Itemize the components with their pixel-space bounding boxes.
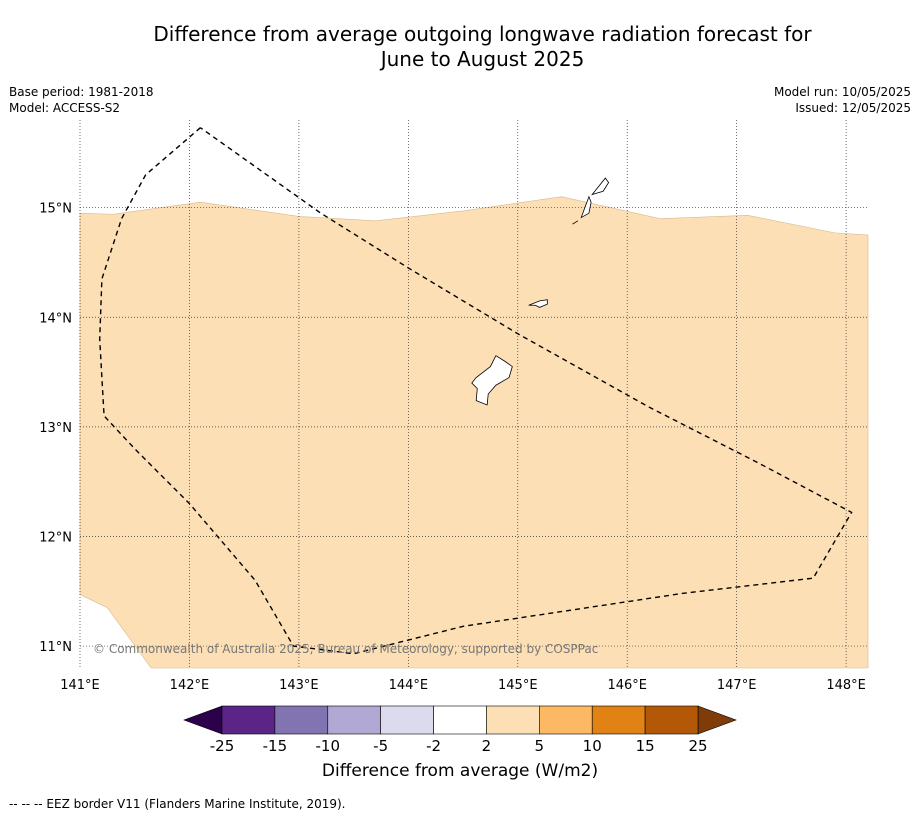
colorbar-tick-label: 10 bbox=[583, 737, 602, 755]
issued-text: Issued: 12/05/2025 bbox=[795, 101, 911, 115]
base-period-text: Base period: 1981-2018 bbox=[9, 85, 154, 99]
colorbar-segment bbox=[221, 705, 276, 735]
island-0 bbox=[471, 355, 513, 406]
island-1 bbox=[528, 299, 548, 308]
lat-tick-label: 12°N bbox=[39, 530, 72, 545]
eez-border-line bbox=[98, 127, 853, 655]
anomaly-fill-region bbox=[79, 196, 869, 669]
lon-tick-label: 145°E bbox=[498, 678, 538, 693]
model-run-text: Model run: 10/05/2025 bbox=[773, 85, 911, 99]
map: 141°E 142°E 143°E 144°E 145°E 146°E 147°E 148°E… bbox=[39, 120, 869, 755]
chart-title: Difference from average outgoing longwav… bbox=[100, 22, 865, 72]
title-line-2: June to August 2025 bbox=[380, 47, 585, 71]
island-4 bbox=[591, 177, 610, 196]
lat-tick-label: 15°N bbox=[39, 202, 72, 217]
eez-border-legend: -- -- -- EEZ border V11 (Flanders Marine… bbox=[9, 797, 346, 811]
colorbar-tick-label: -25 bbox=[210, 737, 235, 755]
colorbar-segment bbox=[539, 705, 593, 735]
colorbar-segment bbox=[380, 705, 434, 735]
island-2 bbox=[580, 195, 592, 219]
lon-tick-label: 141°E bbox=[60, 678, 100, 693]
colorbar-tick-label: 2 bbox=[482, 737, 492, 755]
lon-tick-label: 144°E bbox=[389, 678, 429, 693]
colorbar-label: Difference from average (W/m2) bbox=[321, 761, 599, 781]
meta-right: Model run: 10/05/2025 Issued: 12/05/2025 bbox=[774, 84, 911, 116]
colorbar-segment bbox=[486, 705, 540, 735]
colorbar-tick-label: 5 bbox=[535, 737, 545, 755]
lat-tick-label: 11°N bbox=[39, 640, 72, 655]
colorbar-tick-label: 15 bbox=[636, 737, 655, 755]
colorbar-segment bbox=[274, 705, 329, 735]
colorbar-extend-high bbox=[697, 705, 737, 735]
colorbar-segment bbox=[591, 705, 646, 735]
colorbar-segment bbox=[644, 705, 699, 735]
colorbar-tick-label: -2 bbox=[426, 737, 441, 755]
lon-tick-label: 147°E bbox=[717, 678, 757, 693]
lon-tick-label: 148°E bbox=[826, 678, 866, 693]
lat-tick-label: 14°N bbox=[39, 311, 72, 326]
lat-tick-label: 13°N bbox=[39, 421, 72, 436]
meta-left: Base period: 1981-2018 Model: ACCESS-S2 bbox=[9, 84, 154, 116]
colorbar-segment bbox=[327, 705, 381, 735]
copyright-text: © Commonwealth of Australia 2025, Bureau… bbox=[93, 642, 598, 656]
colorbar-segment bbox=[433, 705, 487, 735]
lon-tick-label: 142°E bbox=[170, 678, 210, 693]
colorbar-tick-label: -5 bbox=[373, 737, 388, 755]
lon-tick-label: 146°E bbox=[607, 678, 647, 693]
colorbar-tick-label: -15 bbox=[263, 737, 288, 755]
model-text: Model: ACCESS-S2 bbox=[9, 101, 121, 115]
colorbar-extend-low bbox=[183, 705, 223, 735]
colorbar-tick-label: 25 bbox=[688, 737, 707, 755]
colorbar-tick-label: -10 bbox=[316, 737, 341, 755]
island-3 bbox=[572, 220, 579, 225]
title-line-1: Difference from average outgoing longwav… bbox=[153, 22, 812, 46]
lon-tick-label: 143°E bbox=[279, 678, 319, 693]
